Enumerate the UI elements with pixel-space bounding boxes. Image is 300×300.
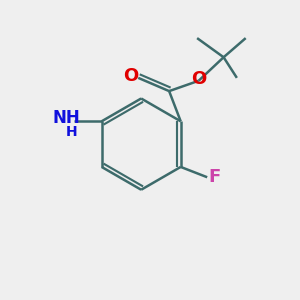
Text: NH: NH xyxy=(52,109,80,127)
Text: H: H xyxy=(66,125,77,140)
Text: F: F xyxy=(208,168,221,186)
Text: O: O xyxy=(191,70,206,88)
Text: O: O xyxy=(123,68,139,85)
